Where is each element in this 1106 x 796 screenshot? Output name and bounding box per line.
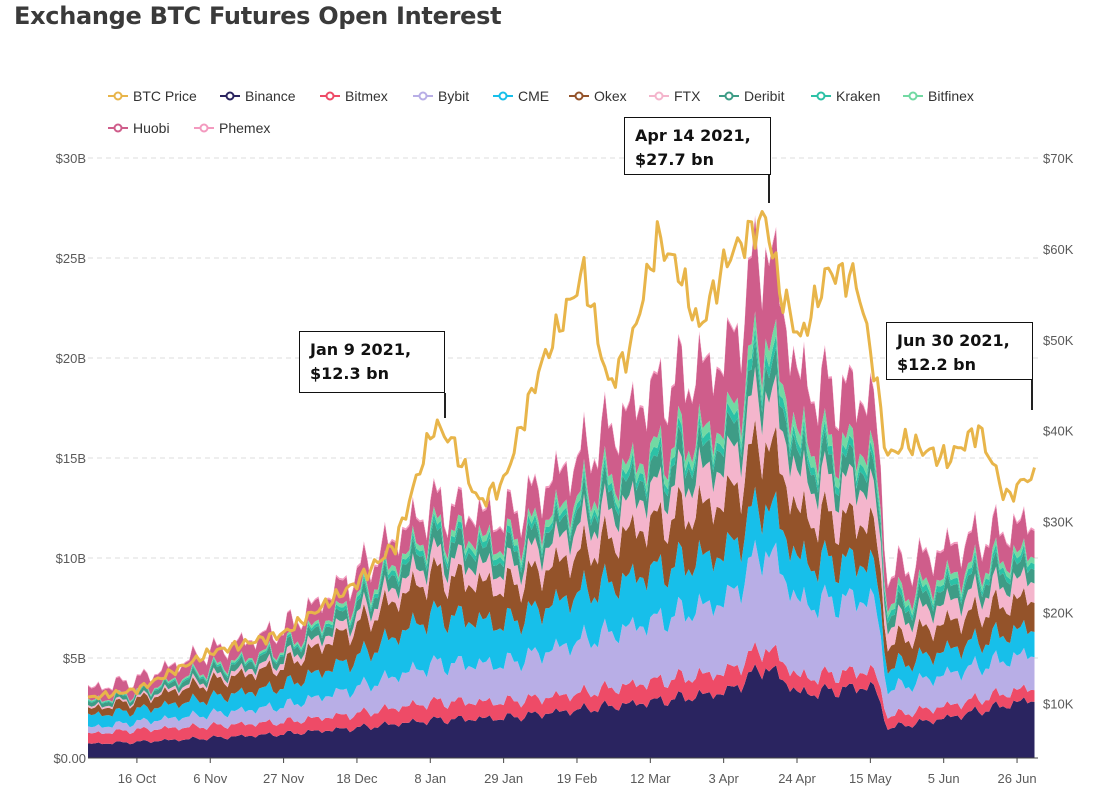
legend-label: Okex: [594, 88, 627, 104]
legend-item-bybit[interactable]: Bybit: [413, 88, 469, 104]
area-bitfinex: [88, 311, 1035, 703]
legend-label: Deribit: [744, 88, 785, 104]
legend-item-ftx[interactable]: FTX: [649, 88, 701, 104]
y-right-tick-label: $70K: [1043, 151, 1074, 166]
x-tick-label: 5 Jun: [928, 771, 960, 786]
legend-label: Bitmex: [345, 88, 388, 104]
legend-item-bitmex[interactable]: Bitmex: [320, 88, 388, 104]
x-tick-label: 8 Jan: [414, 771, 446, 786]
legend-label: Phemex: [219, 120, 270, 136]
x-tick-label: 18 Dec: [336, 771, 378, 786]
x-tick-label: 27 Nov: [263, 771, 305, 786]
legend-item-phemex[interactable]: Phemex: [194, 120, 270, 136]
area-cme: [88, 486, 1035, 728]
area-bitmex: [88, 641, 1035, 745]
legend-swatch-dot: [325, 91, 335, 101]
y-left-tick-label: $20B: [56, 351, 86, 366]
x-tick-label: 29 Jan: [484, 771, 523, 786]
legend-label: Kraken: [836, 88, 880, 104]
annotation-value: $27.7 bn: [635, 150, 715, 169]
legend-item-btc-price[interactable]: BTC Price: [108, 88, 197, 104]
area-ftx: [88, 366, 1035, 710]
annotation-value: $12.3 bn: [310, 364, 390, 383]
y-right-tick-label: $10K: [1043, 696, 1074, 711]
legend-item-bitfinex[interactable]: Bitfinex: [903, 88, 974, 104]
legend-label: Bybit: [438, 88, 469, 104]
annotation-pointer: [1031, 380, 1033, 410]
legend-swatch-dot: [225, 91, 235, 101]
legend-label: Huobi: [133, 120, 170, 136]
legend-label: BTC Price: [133, 88, 197, 104]
annotation-box: Apr 14 2021, $27.7 bn: [624, 117, 771, 175]
x-tick-label: 24 Apr: [778, 771, 816, 786]
y-right-tick-label: $30K: [1043, 515, 1074, 530]
area-bybit: [88, 539, 1035, 734]
legend-label: Binance: [245, 88, 296, 104]
legend-label: CME: [518, 88, 549, 104]
y-right-tick-label: $50K: [1043, 333, 1074, 348]
legend-swatch-dot: [908, 91, 918, 101]
area-binance: [88, 664, 1035, 758]
annotation-date: Apr 14 2021,: [635, 126, 751, 145]
y-right-tick-label: $20K: [1043, 606, 1074, 621]
x-tick-label: 26 Jun: [998, 771, 1037, 786]
y-left-tick-label: $25B: [56, 251, 86, 266]
y-left-tick-label: $0.00: [53, 751, 86, 766]
btc-price-line: [87, 210, 1036, 701]
annotation-value: $12.2 bn: [897, 355, 977, 374]
y-left-tick-label: $5B: [63, 651, 86, 666]
btc-price-line-group: [87, 210, 1036, 701]
annotation-date: Jan 9 2021,: [310, 340, 412, 359]
area-okex: [88, 419, 1035, 717]
legend[interactable]: BTC Price Binance Bitmex Bybit CME Okex FTX Der…: [108, 88, 974, 136]
annotation-pointer: [768, 175, 770, 203]
y-left-tick-label: $10B: [56, 551, 86, 566]
x-tick-label: 15 May: [849, 771, 892, 786]
legend-label: Bitfinex: [928, 88, 974, 104]
x-tick-label: 16 Oct: [118, 771, 157, 786]
legend-swatch-dot: [816, 91, 826, 101]
annotation-box: Jun 30 2021, $12.2 bn: [886, 322, 1033, 380]
legend-swatch-dot: [574, 91, 584, 101]
legend-swatch-dot: [724, 91, 734, 101]
legend-item-cme[interactable]: CME: [493, 88, 549, 104]
y-left-tick-label: $30B: [56, 151, 86, 166]
legend-swatch-dot: [418, 91, 428, 101]
area-kraken: [88, 327, 1035, 704]
legend-item-binance[interactable]: Binance: [220, 88, 296, 104]
area-deribit: [88, 339, 1035, 708]
y-right-tick-label: $40K: [1043, 424, 1074, 439]
annotation-date: Jun 30 2021,: [897, 331, 1010, 350]
chart-title: Exchange BTC Futures Open Interest: [14, 2, 502, 30]
legend-swatch-dot: [654, 91, 664, 101]
legend-item-deribit[interactable]: Deribit: [719, 88, 785, 104]
x-tick-label: 3 Apr: [708, 771, 739, 786]
annotation-pointer: [444, 393, 446, 418]
x-tick-label: 19 Feb: [557, 771, 597, 786]
legend-swatch-dot: [498, 91, 508, 101]
x-tick-label: 6 Nov: [193, 771, 227, 786]
axes: $0.00 $5B $10B $15B $20B $25B $30B $10K $20K $30K…: [53, 151, 1073, 786]
legend-swatch-dot: [113, 91, 123, 101]
legend-swatch-dot: [113, 123, 123, 133]
legend-item-huobi[interactable]: Huobi: [108, 120, 170, 136]
legend-label: FTX: [674, 88, 701, 104]
legend-item-okex[interactable]: Okex: [569, 88, 627, 104]
annotation-box: Jan 9 2021, $12.3 bn: [299, 331, 445, 393]
x-tick-label: 12 Mar: [630, 771, 671, 786]
y-left-tick-label: $15B: [56, 451, 86, 466]
y-right-tick-label: $60K: [1043, 242, 1074, 257]
legend-swatch-dot: [199, 123, 209, 133]
legend-item-kraken[interactable]: Kraken: [811, 88, 880, 104]
stacked-areas: [88, 215, 1035, 758]
